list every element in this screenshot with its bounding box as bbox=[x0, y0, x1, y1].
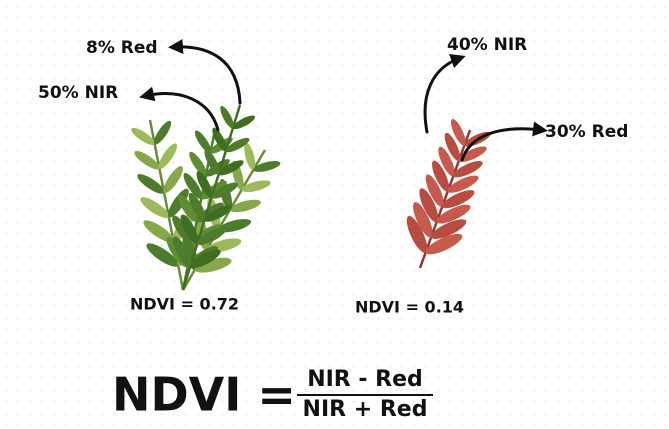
leaf bbox=[450, 118, 466, 146]
leaf bbox=[167, 188, 189, 218]
leaf bbox=[172, 215, 194, 245]
leaf bbox=[425, 233, 463, 255]
leaf bbox=[211, 182, 238, 199]
leaf bbox=[188, 192, 206, 221]
leaf bbox=[438, 146, 455, 177]
leaf bbox=[220, 105, 234, 129]
leaf bbox=[458, 146, 487, 162]
label: 30% Red bbox=[545, 122, 628, 142]
numerator: NIR - Red bbox=[307, 367, 423, 392]
leaf bbox=[134, 150, 160, 170]
leaf bbox=[137, 174, 165, 194]
leaf bbox=[140, 197, 170, 219]
arrow bbox=[139, 86, 220, 132]
leaf bbox=[444, 132, 461, 161]
plants bbox=[131, 104, 491, 291]
leaf bbox=[194, 130, 212, 154]
leaf bbox=[204, 204, 233, 222]
leaf bbox=[241, 180, 271, 193]
leaf bbox=[189, 151, 207, 176]
arrow bbox=[168, 39, 242, 105]
arrow bbox=[423, 53, 466, 134]
label: 8% Red bbox=[86, 38, 158, 58]
label: 40% NIR bbox=[447, 35, 527, 55]
leaf bbox=[189, 249, 221, 269]
leaf bbox=[146, 243, 179, 267]
label: 50% NIR bbox=[38, 83, 118, 103]
leaf bbox=[131, 127, 155, 146]
leaf bbox=[180, 214, 199, 244]
leaf bbox=[425, 174, 444, 207]
denominator: NIR + Red bbox=[303, 397, 428, 422]
leaf bbox=[436, 204, 471, 224]
leaf bbox=[153, 120, 172, 145]
stem bbox=[418, 129, 472, 269]
leaf bbox=[442, 190, 475, 209]
leaf bbox=[229, 199, 261, 213]
ndvi-label: NDVI = 0.72 bbox=[130, 295, 239, 314]
leaf bbox=[143, 220, 174, 243]
leaf bbox=[196, 171, 213, 198]
leaf bbox=[447, 175, 479, 193]
leaf bbox=[194, 257, 232, 273]
leaf bbox=[183, 173, 203, 199]
ndvi-label: NDVI = 0.14 bbox=[355, 298, 464, 317]
leaf bbox=[430, 219, 467, 239]
leaf bbox=[197, 227, 227, 245]
leaf bbox=[177, 194, 198, 222]
leaf bbox=[253, 160, 281, 172]
leaf bbox=[204, 149, 220, 175]
arrow bbox=[460, 121, 548, 162]
leaf bbox=[419, 188, 439, 223]
leaf bbox=[232, 115, 256, 130]
leaf bbox=[225, 137, 250, 153]
leaf bbox=[158, 143, 178, 169]
leaf bbox=[212, 127, 227, 152]
leaf bbox=[432, 160, 450, 192]
leaf bbox=[244, 142, 256, 171]
formula-lhs: NDVI = bbox=[112, 368, 296, 422]
leaf bbox=[413, 202, 433, 238]
leaf bbox=[406, 215, 428, 253]
leaf bbox=[172, 236, 192, 268]
stem bbox=[181, 104, 242, 291]
leaf bbox=[218, 160, 244, 176]
leaf bbox=[163, 166, 183, 194]
leaf bbox=[453, 161, 483, 178]
